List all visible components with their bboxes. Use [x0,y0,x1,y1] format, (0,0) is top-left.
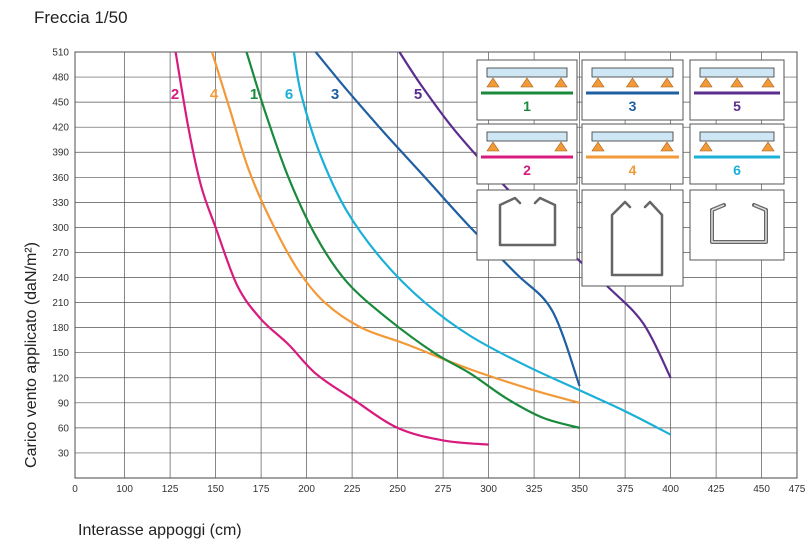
y-tick-label: 420 [52,123,69,134]
legend-number: 1 [523,98,531,114]
y-tick-label: 120 [52,373,69,384]
series-line-6 [292,51,672,436]
legend-box-6: 6 [689,123,785,185]
x-tick-label: 475 [789,484,806,495]
series-label-4: 4 [210,86,219,103]
series-line-3 [314,51,581,387]
series-label-2: 2 [171,86,179,103]
series-line-1 [245,51,580,429]
section-profile-1 [476,189,578,261]
y-tick-label: 270 [52,248,69,259]
support-icon [625,77,640,88]
curve-labels: 2 4 1 6 3 5 [171,86,422,103]
y-tick-label: 240 [52,273,69,284]
support-icon [554,141,568,152]
chart-title: Freccia 1/50 [34,8,128,27]
support-icon [554,77,568,88]
x-tick-label: 425 [708,484,725,495]
y-tick-label: 360 [52,173,69,184]
y-tick-label: 450 [52,98,69,109]
x-tick-label: 225 [344,484,361,495]
support-icon [660,141,674,152]
legend-number: 3 [629,98,637,114]
support-icon [591,141,605,152]
y-tick-label: 60 [58,423,70,434]
x-tick-label: 100 [116,484,133,495]
profile-icon [498,196,557,247]
x-tick-label: 175 [253,484,270,495]
y-tick-label: 150 [52,348,69,359]
series-label-6: 6 [285,86,293,103]
x-tick-label: 0 [72,484,78,495]
support-icon [591,77,605,88]
legend-number: 6 [733,162,741,178]
legend-box-2: 2 [476,123,578,185]
legend-number: 5 [733,98,741,114]
legend-number: 4 [629,162,637,178]
x-tick-label: 400 [662,484,679,495]
curves [174,51,672,446]
y-tick-label: 480 [52,73,69,84]
y-tick-label: 300 [52,223,69,234]
support-icon [761,141,775,152]
x-tick-label: 350 [571,484,588,495]
support-icon [699,77,713,88]
x-tick-label: 325 [526,484,543,495]
x-tick-label: 150 [207,484,224,495]
support-icon [761,77,775,88]
legend-box-3: 3 [581,59,684,121]
legend-number: 2 [523,162,531,178]
plot-frame [74,51,798,479]
series-label-3: 3 [331,86,339,103]
series-label-5: 5 [414,86,422,103]
series-label-1: 1 [250,86,258,103]
legend-box-5: 5 [689,59,785,121]
legend-boxes: 1 3 5 2 4 6 [476,59,785,287]
legend-box-4: 4 [581,123,684,185]
x-axis-label: Interasse appoggi (cm) [78,522,242,539]
support-icon [486,77,500,88]
x-tick-label: 375 [617,484,634,495]
y-tick-label: 390 [52,148,69,159]
support-icon [486,141,500,152]
y-tick-label: 330 [52,198,69,209]
support-icon [520,77,534,88]
legend-box-1: 1 [476,59,578,121]
x-tick-label: 450 [753,484,770,495]
x-tick-label: 200 [298,484,315,495]
x-tick-label: 125 [162,484,179,495]
y-tick-label: 210 [52,298,69,309]
y-tick-label: 90 [58,398,70,409]
support-icon [699,141,713,152]
y-tick-label: 180 [52,323,69,334]
series-line-4 [210,51,580,404]
support-icon [660,77,674,88]
profile-icon [610,200,664,277]
x-tick-label: 300 [480,484,497,495]
x-tick-label: 250 [389,484,406,495]
y-tick-label: 510 [52,48,69,59]
x-tick-label: 275 [435,484,452,495]
y-tick-label: 30 [58,448,70,459]
support-icon [730,77,744,88]
series-line-2 [174,51,489,446]
section-profile-3 [689,189,785,261]
section-profile-2 [581,189,684,287]
